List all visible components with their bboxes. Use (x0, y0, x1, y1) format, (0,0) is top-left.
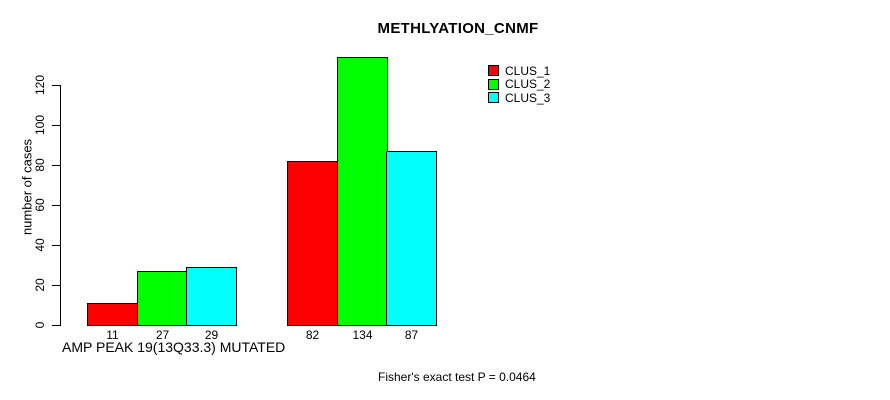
y-tick-mark (52, 245, 60, 246)
bar-clus_1-group1 (87, 303, 138, 326)
legend-item-clus_2: CLUS_2 (488, 77, 551, 91)
legend-swatch-clus_3 (488, 92, 499, 103)
bar-value-label: 29 (204, 328, 219, 342)
y-tick-mark (52, 85, 60, 86)
y-tick-mark (52, 285, 60, 286)
y-tick-label: 100 (33, 114, 47, 136)
y-tick-mark (52, 165, 60, 166)
bar-clus_3-group1 (186, 267, 237, 326)
y-tick-mark (52, 125, 60, 126)
y-axis-label: number of cases (19, 138, 35, 236)
bar-clus_2-group2 (337, 57, 388, 326)
legend-label: CLUS_2 (505, 77, 551, 91)
y-axis-line (60, 85, 61, 326)
y-tick-label: 40 (33, 238, 47, 252)
bar-clus_3-group2 (386, 151, 437, 326)
bar-value-label: 27 (155, 328, 170, 342)
stat-annotation: Fisher's exact test P = 0.0464 (378, 370, 536, 384)
bar-value-label: 82 (305, 328, 320, 342)
y-tick-label: 120 (33, 74, 47, 96)
y-tick-label: 80 (33, 158, 47, 172)
chart-title: METHLYATION_CNMF (377, 20, 539, 37)
legend: CLUS_1 CLUS_2 CLUS_3 (488, 64, 550, 105)
legend-swatch-clus_2 (488, 78, 499, 90)
legend-item-clus_3: CLUS_3 (488, 90, 551, 105)
legend-label: CLUS_1 (505, 63, 551, 78)
y-tick-label: 20 (33, 278, 47, 292)
x-axis-label: AMP PEAK 19(13Q33.3) MUTATED (62, 339, 286, 355)
bar-clus_2-group1 (137, 271, 188, 326)
legend-label: CLUS_3 (505, 90, 551, 105)
y-tick-label: 0 (33, 321, 47, 329)
y-tick-mark (52, 205, 60, 206)
bar-clus_1-group2 (287, 161, 338, 326)
bar-value-label: 134 (352, 328, 373, 342)
y-tick-label: 60 (33, 198, 47, 212)
legend-item-clus_1: CLUS_1 (488, 63, 551, 78)
y-tick-mark (52, 325, 60, 326)
legend-swatch-clus_1 (488, 65, 499, 76)
bar-value-label: 87 (404, 328, 419, 342)
bar-value-label: 11 (106, 328, 119, 342)
